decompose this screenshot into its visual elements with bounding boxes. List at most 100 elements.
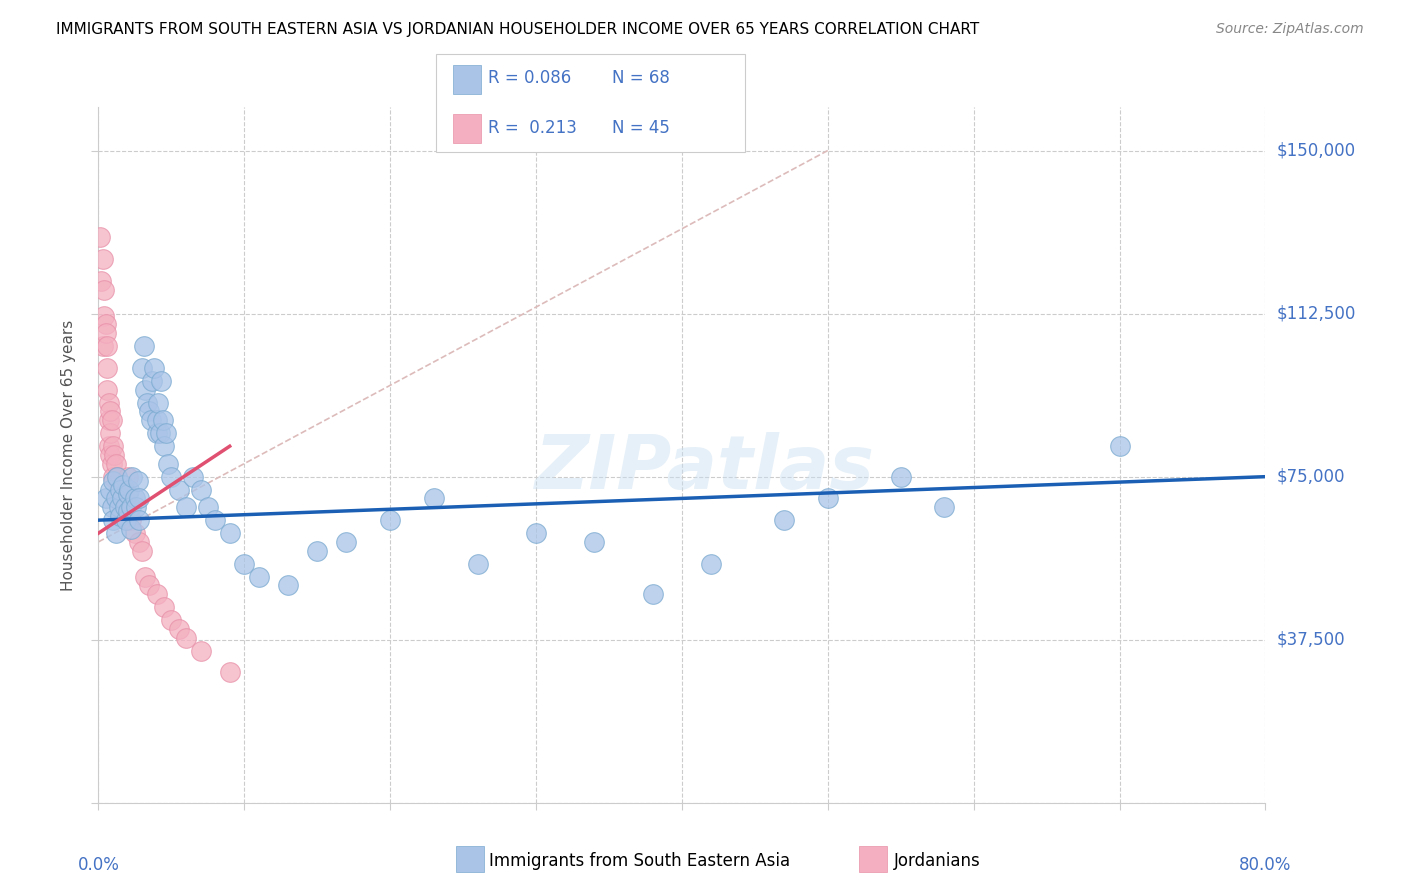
Point <box>98 448 121 462</box>
Text: Immigrants from South Eastern Asia: Immigrants from South Eastern Asia <box>489 852 790 870</box>
Point <box>104 526 127 541</box>
Text: R =  0.213: R = 0.213 <box>488 119 576 136</box>
Point <box>190 643 212 657</box>
Point <box>153 600 176 615</box>
Point <box>134 383 156 397</box>
Y-axis label: Householder Income Over 65 years: Householder Income Over 65 years <box>60 319 76 591</box>
Text: ZIPatlas: ZIPatlas <box>536 433 876 506</box>
Point <box>146 587 169 601</box>
Point <box>378 513 402 527</box>
Point <box>167 622 190 636</box>
Point <box>98 404 121 418</box>
Text: $37,500: $37,500 <box>1277 631 1346 648</box>
Point <box>467 557 489 571</box>
Point <box>105 469 128 483</box>
Point <box>114 500 136 514</box>
Point <box>233 557 256 571</box>
Point <box>120 522 142 536</box>
Point <box>152 413 174 427</box>
Point <box>1108 439 1130 453</box>
Point <box>307 543 329 558</box>
Point <box>93 283 115 297</box>
Point <box>108 500 131 514</box>
Point <box>94 326 117 341</box>
Point <box>124 526 146 541</box>
Text: Jordanians: Jordanians <box>894 852 981 870</box>
Point <box>167 483 190 497</box>
Point <box>115 513 138 527</box>
Point <box>335 535 357 549</box>
Point <box>148 396 170 410</box>
Point <box>101 439 124 453</box>
Point <box>146 426 169 441</box>
Text: 80.0%: 80.0% <box>1239 855 1292 873</box>
Point <box>160 469 183 483</box>
Point <box>181 469 204 483</box>
Point <box>104 491 127 506</box>
Point <box>157 457 180 471</box>
Text: 0.0%: 0.0% <box>77 855 120 873</box>
Point <box>93 309 115 323</box>
Point <box>115 513 138 527</box>
Text: IMMIGRANTS FROM SOUTH EASTERN ASIA VS JORDANIAN HOUSEHOLDER INCOME OVER 65 YEARS: IMMIGRANTS FROM SOUTH EASTERN ASIA VS JO… <box>56 22 980 37</box>
Point <box>118 483 141 497</box>
Point <box>641 587 664 601</box>
Point <box>218 526 240 541</box>
Text: Source: ZipAtlas.com: Source: ZipAtlas.com <box>1216 22 1364 37</box>
Point <box>89 230 111 244</box>
Point <box>218 665 240 680</box>
Text: N = 45: N = 45 <box>612 119 669 136</box>
Point <box>111 491 134 506</box>
Point <box>773 513 796 527</box>
Point <box>96 383 118 397</box>
Text: $75,000: $75,000 <box>1277 467 1346 485</box>
Point <box>247 570 270 584</box>
Point <box>101 513 124 527</box>
Point <box>112 483 135 497</box>
Point <box>204 513 226 527</box>
Point <box>91 339 114 353</box>
Point <box>101 474 124 488</box>
Point <box>97 396 120 410</box>
Point <box>121 469 143 483</box>
Point <box>142 361 165 376</box>
Point <box>700 557 723 571</box>
Text: N = 68: N = 68 <box>612 70 669 87</box>
Point <box>423 491 446 506</box>
Point <box>90 274 112 288</box>
Point <box>100 413 122 427</box>
Point <box>150 374 173 388</box>
Point <box>131 543 153 558</box>
Point <box>94 491 117 506</box>
Point <box>817 491 839 506</box>
Point <box>108 483 131 497</box>
Point <box>111 500 134 514</box>
Point <box>117 504 139 518</box>
Point <box>110 491 132 506</box>
Point <box>112 478 135 492</box>
Point <box>138 404 160 418</box>
Point <box>127 474 149 488</box>
Point <box>124 491 146 506</box>
Point <box>160 613 183 627</box>
Point <box>120 500 142 514</box>
Point <box>96 361 118 376</box>
Point <box>134 570 156 584</box>
Point <box>105 469 128 483</box>
Point <box>97 439 120 453</box>
Point <box>104 457 127 471</box>
Point <box>190 483 212 497</box>
Point <box>100 457 122 471</box>
Point <box>97 413 120 427</box>
Point <box>91 252 114 267</box>
Point <box>117 487 139 501</box>
Point <box>890 469 912 483</box>
Point <box>100 500 122 514</box>
Point <box>153 439 176 453</box>
Point <box>131 361 153 376</box>
Point <box>135 396 157 410</box>
Text: R = 0.086: R = 0.086 <box>488 70 571 87</box>
Point <box>128 491 150 506</box>
Point <box>149 426 172 441</box>
Point <box>146 413 169 427</box>
